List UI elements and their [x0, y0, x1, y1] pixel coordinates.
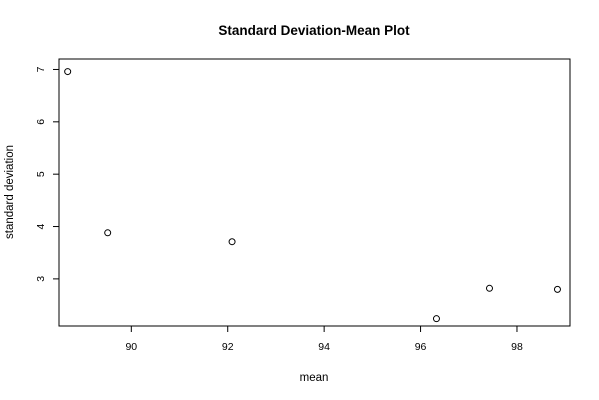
x-tick-label: 98	[511, 341, 523, 353]
x-tick-label: 96	[415, 341, 427, 353]
x-axis-label: mean	[300, 372, 329, 384]
data-point-5	[485, 284, 493, 292]
y-axis: 3 4 5 6 7	[35, 66, 60, 282]
x-tick-label: 92	[222, 341, 234, 353]
chart-title: Standard Deviation-Mean Plot	[218, 23, 410, 38]
y-tick-label: 6	[35, 119, 47, 125]
data-point-4	[432, 315, 440, 323]
y-tick-label: 5	[35, 171, 47, 177]
data-point-2	[104, 229, 112, 237]
y-tick-label: 4	[35, 223, 47, 229]
x-tick-label: 90	[125, 341, 137, 353]
data-point-6	[553, 285, 561, 293]
data-point-3	[228, 238, 236, 246]
x-axis: 90 92 94 96 98	[125, 325, 523, 353]
x-tick-label: 94	[318, 341, 330, 353]
y-tick-label: 7	[35, 66, 47, 72]
plot-frame	[58, 58, 571, 327]
y-axis-label: standard deviation	[4, 145, 16, 239]
y-tick-label: 3	[35, 276, 47, 282]
data-point-1	[64, 68, 72, 76]
data-points	[64, 68, 561, 323]
